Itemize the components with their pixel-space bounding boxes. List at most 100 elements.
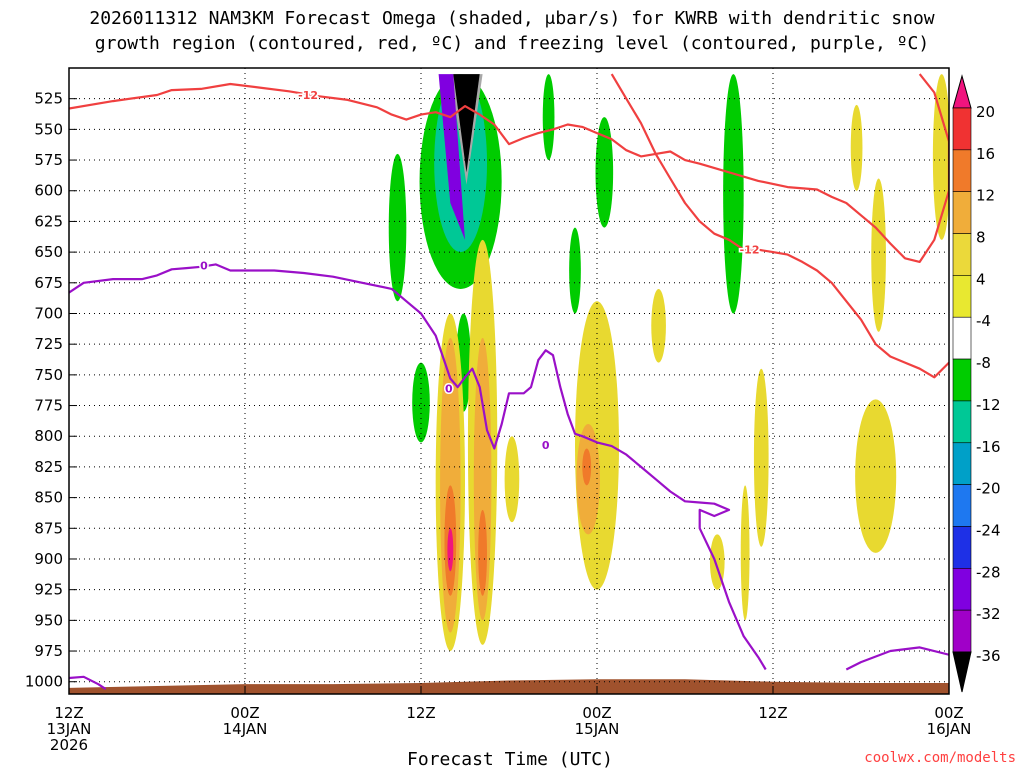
colorbar-label-4: 4	[976, 270, 986, 288]
omega-region-14	[473, 338, 492, 621]
omega-region-20	[651, 288, 666, 363]
y-tick-label-875: 875	[34, 519, 63, 537]
y-tick-label-825: 825	[34, 458, 63, 476]
colorbar-segment-10	[952, 526, 972, 569]
omega-region-27	[932, 74, 949, 240]
x-tick-label-60-0: 00Z	[934, 704, 963, 722]
colorbar-label-6: -8	[976, 354, 991, 372]
y-tick-label-900: 900	[34, 550, 63, 568]
x-tick-label-48-0: 12Z	[758, 704, 787, 722]
colorbar-label-1: 16	[976, 145, 995, 163]
omega-region-0	[388, 153, 407, 302]
colorbar-label-0: 20	[976, 103, 995, 121]
x-tick-label-12-1: 14JAN	[223, 720, 268, 738]
contour-1-0	[69, 263, 767, 671]
contour-1-1	[845, 646, 949, 671]
x-tick-label-36-0: 00Z	[582, 704, 611, 722]
colorbar-label-7: -12	[976, 396, 1001, 414]
contour-0-1	[610, 73, 949, 379]
chart-title-line-2: growth region (contoured, red, ºC) and f…	[95, 33, 929, 54]
y-tick-label-650: 650	[34, 243, 63, 261]
x-tick-label-36-1: 15JAN	[575, 720, 620, 738]
colorbar-label-3: 8	[976, 229, 986, 247]
colorbar-segment-2	[952, 191, 972, 234]
omega-region-16	[504, 436, 520, 523]
colorbar-top-arrow	[952, 74, 972, 109]
colorbar-label-9: -20	[976, 480, 1001, 498]
freezing-contour-label-2: 0	[445, 382, 453, 395]
omega-region-12	[447, 528, 454, 572]
x-tick-label-24-0: 12Z	[406, 704, 435, 722]
omega-region-7	[412, 362, 430, 443]
plot-frame	[68, 67, 950, 695]
omega-region-25	[871, 178, 886, 332]
omega-region-15	[478, 509, 487, 596]
omega-region-23	[753, 368, 769, 547]
freezing-contour-label-3: 0	[542, 439, 550, 452]
y-tick-label-925: 925	[34, 581, 63, 599]
y-tick-label-550: 550	[34, 120, 63, 138]
credit-text: coolwx.com/modelts	[864, 750, 1016, 766]
dgz-contour-label-right: -12	[740, 244, 760, 257]
dgz-contour-label-left: -12	[298, 89, 318, 102]
omega-region-22	[740, 485, 750, 621]
terrain-layer	[69, 679, 949, 694]
contour-labels: -12 -12 0 0 0	[199, 88, 761, 454]
y-tick-label-575: 575	[34, 151, 63, 169]
x-tick-label-0-2: 2026	[50, 736, 88, 754]
x-tick-label-12-0: 00Z	[230, 704, 259, 722]
y-tick-label-950: 950	[34, 611, 63, 629]
colorbar-label-8: -16	[976, 438, 1001, 456]
y-tick-label-850: 850	[34, 489, 63, 507]
y-tick-label-525: 525	[34, 90, 63, 108]
omega-region-4	[569, 227, 581, 314]
colorbar-segment-0	[952, 107, 972, 151]
y-tick-label-975: 975	[34, 642, 63, 660]
x-tick-label-60-1: 16JAN	[927, 720, 972, 738]
y-tick-label-775: 775	[34, 397, 63, 415]
colorbar-label-11: -28	[976, 563, 1001, 581]
colorbar-segment-5	[952, 316, 972, 360]
omega-region-3	[542, 74, 555, 161]
contour-0-0	[69, 73, 949, 263]
freezing-contour-label-1: 0	[200, 260, 208, 273]
x-tick-label-0-1: 13JAN	[47, 720, 92, 738]
colorbar-segment-6	[952, 358, 972, 402]
y-tick-label-800: 800	[34, 427, 63, 445]
colorbar-label-2: 12	[976, 187, 995, 205]
chart-title-line-1: 2026011312 NAM3KM Forecast Omega (shaded…	[89, 8, 934, 29]
colorbar-label-12: -32	[976, 605, 1001, 623]
colorbar-segment-1	[952, 149, 972, 192]
contour-lines	[69, 73, 949, 691]
y-tick-label-700: 700	[34, 304, 63, 322]
colorbar-segment-4	[952, 275, 972, 318]
omega-region-19	[582, 448, 592, 486]
colorbar-segment-11	[952, 568, 972, 611]
colorbar-segment-8	[952, 442, 972, 485]
colorbar-label-13: -36	[976, 647, 1001, 665]
omega-region-5	[595, 117, 614, 228]
omega-region-26	[850, 104, 863, 191]
colorbar: 20 16 12 8 4 -4 -8 -12 -16 -20 -24 -28 -32 -36	[952, 74, 1001, 693]
colorbar-label-10: -24	[976, 521, 1001, 539]
pressure-gridlines	[68, 68, 950, 694]
colorbar-bottom-arrow	[952, 651, 972, 693]
x-axis-label: Forecast Time (UTC)	[407, 749, 613, 768]
y-tick-label-1000: 1000	[25, 673, 63, 691]
colorbar-segment-7	[952, 400, 972, 444]
y-tick-label-600: 600	[34, 182, 63, 200]
colorbar-segment-9	[952, 484, 972, 527]
y-tick-label-675: 675	[34, 274, 63, 292]
y-tick-label-750: 750	[34, 366, 63, 384]
colorbar-segment-12	[952, 609, 972, 653]
y-tick-label-725: 725	[34, 335, 63, 353]
terrain-fill	[69, 679, 949, 694]
omega-region-24	[855, 399, 897, 553]
x-tick-label-0-0: 12Z	[54, 704, 83, 722]
omega-shading	[388, 74, 949, 652]
contour-1-2	[69, 675, 107, 691]
y-tick-label-625: 625	[34, 212, 63, 230]
omega-region-6	[723, 74, 744, 314]
